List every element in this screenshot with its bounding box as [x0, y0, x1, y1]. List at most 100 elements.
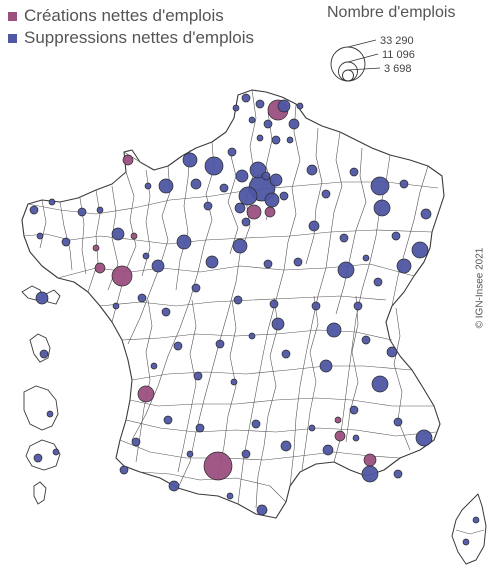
circle-norm-1 [190, 178, 202, 190]
inset-reunion [25, 439, 61, 471]
circle-north-9 [286, 136, 294, 144]
circle-sw-9 [226, 492, 234, 500]
circle-sw-8 [256, 504, 268, 516]
circle-paris-sw [234, 202, 246, 214]
inset-martinique [29, 333, 51, 363]
size-legend-title: Nombre d'emplois [327, 4, 456, 21]
suppression-swatch [8, 33, 17, 43]
circle-sw-1 [168, 480, 180, 492]
circle-paris-n [249, 161, 267, 179]
circle-center-5 [215, 339, 225, 349]
circle-aix [363, 453, 377, 467]
circle-east-8 [362, 254, 370, 262]
circle-ra-2 [386, 346, 398, 358]
circle-norm-2 [219, 183, 229, 193]
circle-brest [29, 205, 39, 215]
job-circles [29, 93, 480, 546]
circle-sw-11 [173, 341, 183, 351]
circle-se-2 [352, 434, 360, 442]
circle-se-1 [322, 444, 334, 456]
circle-east-2 [399, 179, 409, 189]
legend-item-creations: Créations nettes d'emplois [8, 5, 254, 27]
circle-paris-se [264, 206, 276, 218]
circle-se-3 [393, 469, 403, 479]
circle-sw-5 [119, 465, 129, 475]
circle-ra-6 [393, 417, 403, 427]
circle-angers [151, 259, 165, 273]
corsica-border [455, 529, 485, 535]
circle-sw-3 [163, 415, 173, 425]
circle-lyon [326, 322, 342, 338]
size-label-large: 33 290 [380, 35, 414, 47]
circle-montpellier [280, 440, 292, 452]
copyright-notice: © IGN-Insee 2021 [474, 247, 486, 329]
circle-center-1 [263, 259, 273, 269]
circle-center-8 [230, 378, 238, 386]
circle-paris-x3 [241, 217, 251, 227]
circle-ra-1 [361, 335, 371, 345]
circle-dijon [337, 261, 355, 279]
circle-toulouse [203, 451, 233, 481]
circle-north-7 [296, 102, 304, 110]
category-legend: Créations nettes d'emplois Suppressions … [8, 5, 254, 49]
circle-lille-2 [277, 99, 291, 113]
circle-reims [306, 164, 318, 176]
circle-east-4 [391, 231, 401, 241]
circle-paris-w [238, 186, 258, 206]
circle-north-3 [263, 119, 273, 129]
circle-center-4 [248, 332, 256, 340]
circle-nantes [111, 265, 133, 287]
circle-corsica-2 [462, 538, 470, 546]
circle-east-7 [339, 233, 349, 243]
circle-caen [158, 178, 174, 194]
circle-nancy [373, 199, 391, 217]
circle-se-5 [308, 424, 316, 432]
circle-strasbourg [411, 241, 429, 259]
circle-paris-x1 [261, 171, 271, 181]
circle-center-7 [193, 371, 203, 381]
circle-guyane [46, 410, 54, 418]
circle-norm-3 [203, 201, 213, 211]
circle-nantes-2 [94, 262, 106, 274]
circle-west-5 [142, 252, 150, 260]
size-leader-small [347, 67, 381, 71]
size-leader-medium [347, 53, 379, 63]
circle-center-2 [233, 295, 243, 305]
circle-nice [415, 429, 433, 447]
circle-corsica [472, 516, 480, 524]
circle-west-4 [191, 283, 201, 293]
circle-metz [370, 176, 390, 196]
circle-rouen [204, 156, 224, 176]
size-leader-large [347, 39, 377, 48]
circle-paris-e [264, 192, 280, 208]
circle-north-4 [288, 118, 300, 130]
circle-bret-1 [61, 237, 71, 247]
circle-lemans [176, 234, 192, 250]
legend-label-creations: Créations nettes d'emplois [24, 6, 224, 25]
corsica-outline [451, 493, 487, 565]
circle-troyes [308, 220, 320, 232]
circle-guadeloupe [35, 291, 49, 305]
circle-paris-nw [235, 169, 249, 183]
legend-label-suppressions: Suppressions nettes d'emplois [24, 28, 255, 47]
circle-se-4 [334, 416, 342, 424]
circle-east-1 [349, 167, 359, 177]
size-label-small: 3 698 [384, 63, 412, 75]
circle-bret-7 [36, 232, 44, 240]
circle-sw-10 [186, 450, 194, 458]
circle-norm-4 [227, 147, 237, 157]
size-label-medium: 11 096 [382, 49, 415, 61]
circle-sw-2 [131, 437, 141, 447]
circle-sw-4 [195, 423, 205, 433]
circle-east-3 [420, 208, 432, 220]
circle-north-10 [256, 134, 264, 142]
circle-ra-3 [311, 301, 321, 311]
department-borders [23, 89, 439, 509]
circle-tours [205, 255, 219, 269]
circle-martinique [39, 349, 49, 359]
circle-north-8 [271, 135, 281, 145]
circle-ra-5 [349, 405, 359, 415]
circle-rennes [111, 227, 125, 241]
creation-swatch [8, 11, 17, 21]
circle-bordeaux [137, 385, 155, 403]
